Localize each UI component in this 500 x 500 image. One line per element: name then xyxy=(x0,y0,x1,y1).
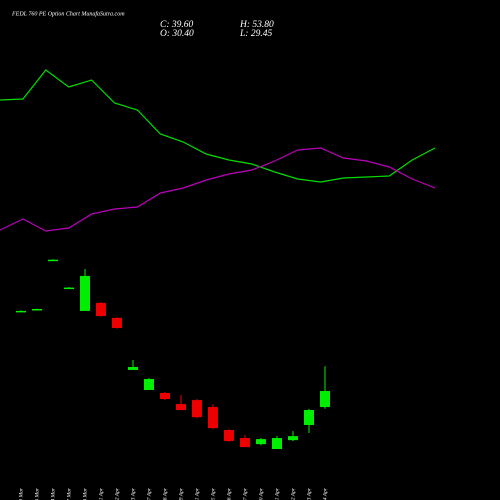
x-tick-label: 15 Apr xyxy=(210,487,216,500)
candle-body xyxy=(208,407,218,429)
candle-body xyxy=(128,366,138,370)
x-tick-label: 17 Apr xyxy=(242,487,248,500)
x-tick-label: 01 Apr xyxy=(98,487,104,500)
candle-body xyxy=(48,259,58,262)
candle-body xyxy=(288,436,298,441)
x-tick-label: 23 Apr xyxy=(306,487,312,500)
x-tick-label: 28 Mar xyxy=(82,487,88,500)
candle-body xyxy=(32,308,42,311)
candle-body xyxy=(304,410,314,425)
x-tick-label: 11 Apr xyxy=(194,487,200,500)
x-tick-label: 07 Apr xyxy=(146,487,152,500)
low-label: L: 29.45 xyxy=(239,29,272,39)
candle-body xyxy=(144,379,154,390)
line-series xyxy=(0,147,436,232)
x-tick-label: 20 Mar xyxy=(34,487,40,500)
candle-body xyxy=(64,287,74,290)
high-label: H: 53.80 xyxy=(239,20,274,30)
x-tick-label: 16 Apr xyxy=(226,487,232,500)
candle-body xyxy=(176,404,186,411)
x-tick-label: 08 Apr xyxy=(162,487,168,500)
x-tick-label: 02 Apr xyxy=(114,487,120,500)
x-tick-label: 19 Mar xyxy=(18,487,24,500)
x-tick-label: 03 Apr xyxy=(130,487,136,500)
candle-body xyxy=(320,391,330,408)
candle-body xyxy=(256,439,266,445)
chart-title: FEDL 760 PE Option Chart MunafaSutra.com xyxy=(11,10,125,17)
candle-body xyxy=(112,317,122,328)
candle-body xyxy=(80,275,90,311)
x-tick-label: 21 Apr xyxy=(274,487,280,500)
x-tick-label: 24 Mar xyxy=(49,487,56,500)
x-tick-label: 22 Apr xyxy=(290,487,296,500)
x-tick-label: 20 Apr xyxy=(258,487,264,500)
candle-body xyxy=(160,392,170,400)
candle-body xyxy=(240,438,250,448)
candle-body xyxy=(16,310,26,313)
candle-body xyxy=(224,430,234,442)
open-label: O: 30.40 xyxy=(160,29,194,39)
candle-body xyxy=(272,438,282,450)
x-tick-label: 24 Apr xyxy=(321,487,328,500)
x-tick-label: 09 Apr xyxy=(178,487,184,500)
line-series xyxy=(0,69,436,183)
candle-body xyxy=(192,400,202,418)
candle-body xyxy=(96,302,106,316)
close-label: C: 39.60 xyxy=(160,20,194,30)
x-tick-label: 27 Mar xyxy=(66,487,72,500)
